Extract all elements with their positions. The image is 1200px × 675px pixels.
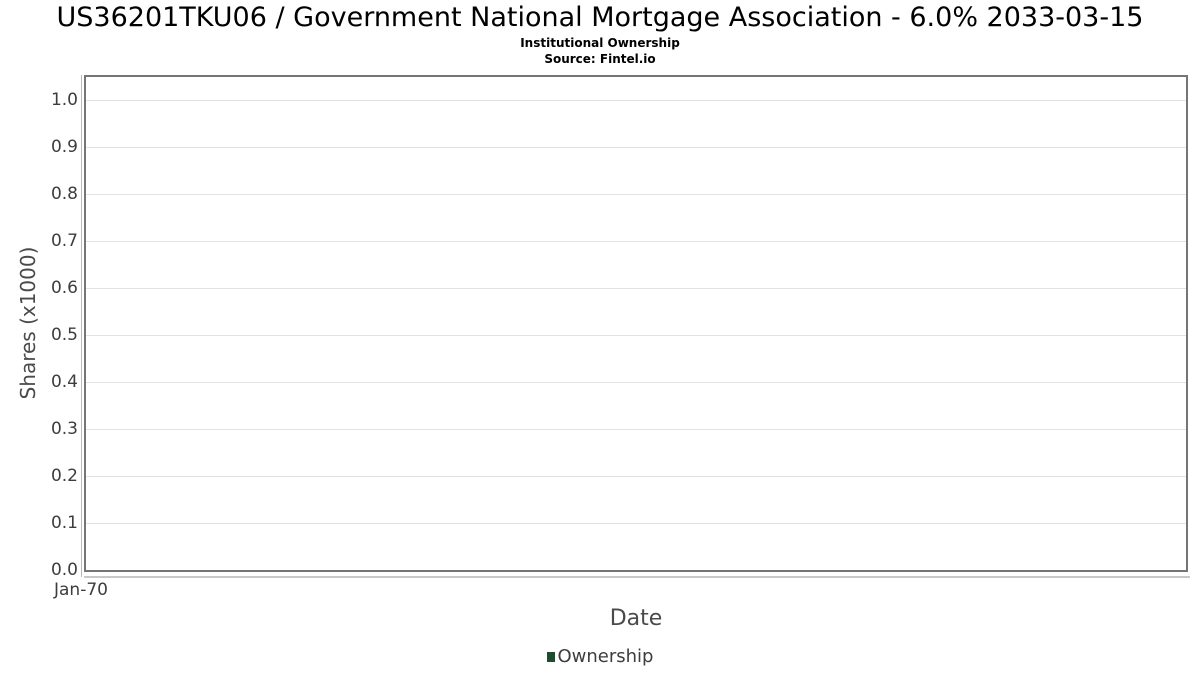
y-tick-label: 0.1 bbox=[50, 513, 78, 533]
y-tick-label: 0.0 bbox=[50, 560, 78, 580]
gridline-y-0.6 bbox=[86, 288, 1186, 289]
chart-title: US36201TKU06 / Government National Mortg… bbox=[56, 2, 1144, 33]
gridline-y-0.5 bbox=[86, 335, 1186, 336]
y-tick-label: 0.2 bbox=[50, 466, 78, 486]
y-tick-label: 0.6 bbox=[50, 278, 78, 298]
legend-item-ownership: Ownership bbox=[546, 646, 654, 668]
y-axis-line bbox=[81, 75, 82, 577]
y-axis-title: Shares (x1000) bbox=[16, 246, 40, 400]
gridline-y-0.7 bbox=[86, 241, 1186, 242]
gridline-y-0.2 bbox=[86, 476, 1186, 477]
plot-area bbox=[84, 75, 1188, 572]
gridline-y-0.9 bbox=[86, 147, 1186, 148]
x-axis-title: Date bbox=[609, 606, 663, 631]
chart-legend: Ownership bbox=[0, 646, 1200, 668]
gridline-y-0.1 bbox=[86, 523, 1186, 524]
gridline-y-0.8 bbox=[86, 194, 1186, 195]
y-tick-label: 0.8 bbox=[50, 184, 78, 204]
y-tick-label: 1.0 bbox=[50, 90, 78, 110]
chart-subtitle: Institutional Ownership bbox=[520, 36, 680, 50]
gridline-y-1.0 bbox=[86, 100, 1186, 101]
y-tick-label: 0.7 bbox=[50, 231, 78, 251]
gridline-y-0.4 bbox=[86, 382, 1186, 383]
x-axis-line bbox=[84, 576, 1190, 578]
chart-source-label: Source: Fintel.io bbox=[544, 52, 656, 66]
gridline-y-0.3 bbox=[86, 429, 1186, 430]
y-tick-label: 0.4 bbox=[50, 372, 78, 392]
y-tick-label: 0.5 bbox=[50, 325, 78, 345]
y-tick-label: 0.3 bbox=[50, 419, 78, 439]
legend-marker-square-icon bbox=[546, 652, 555, 662]
x-tick-label: Jan-70 bbox=[54, 580, 108, 600]
legend-label: Ownership bbox=[557, 646, 654, 667]
y-tick-label: 0.9 bbox=[50, 137, 78, 157]
